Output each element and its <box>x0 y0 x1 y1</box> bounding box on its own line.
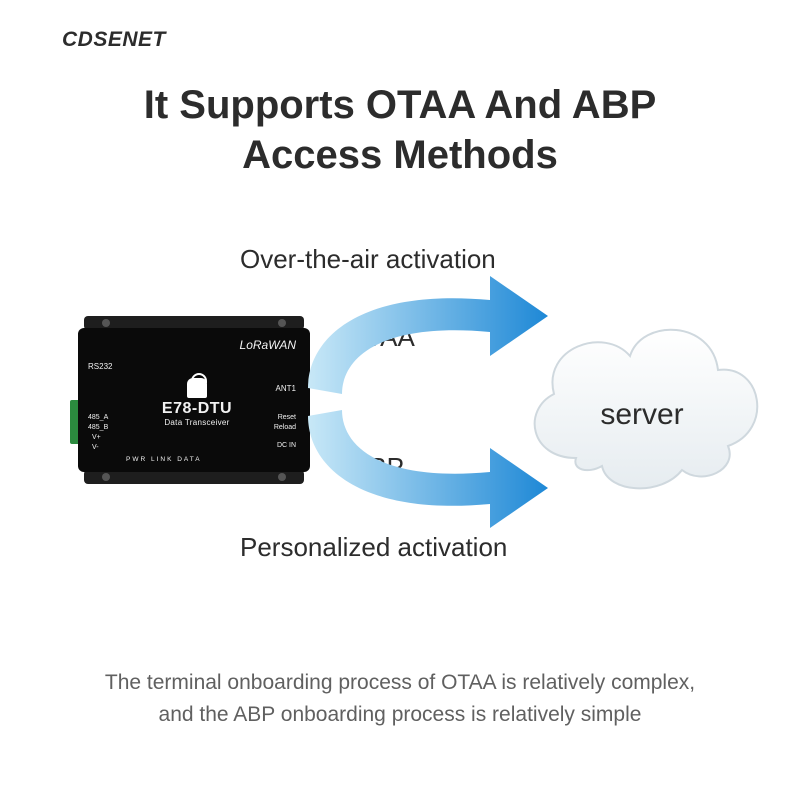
device-reset-label: Reset <box>278 414 296 421</box>
device-flange-bottom <box>84 470 304 484</box>
device-pin-485b: 485_B <box>88 424 108 431</box>
device-subtitle: Data Transceiver <box>142 418 252 427</box>
access-methods-diagram: Over-the-air activation OTAA ABP Persona… <box>0 230 800 590</box>
footer-description: The terminal onboarding process of OTAA … <box>0 667 800 730</box>
footer-line2: and the ABP onboarding process is relati… <box>159 703 642 726</box>
footer-line1: The terminal onboarding process of OTAA … <box>105 671 695 694</box>
device-pin-vplus: V+ <box>92 434 101 441</box>
device-body: LoRaWAN RS232 ANT1 E78-DTU Data Transcei… <box>78 328 310 472</box>
device-model: E78-DTU <box>142 400 252 418</box>
device-dcin-label: DC IN <box>277 442 296 449</box>
headline-line2: Access Methods <box>242 133 558 177</box>
device-icon <box>187 378 207 398</box>
device-led-labels: PWR LINK DATA <box>126 456 202 463</box>
cloud-icon <box>512 290 772 500</box>
device-ant-label: ANT1 <box>276 384 296 393</box>
device-rs232-label: RS232 <box>88 362 112 371</box>
device-module: LoRaWAN RS232 ANT1 E78-DTU Data Transcei… <box>78 316 310 484</box>
brand-logo: CDSENET <box>62 28 166 52</box>
device-pin-485a: 485_A <box>88 414 108 421</box>
headline-line1: It Supports OTAA And ABP <box>144 83 657 127</box>
server-cloud: server <box>512 290 772 500</box>
device-lorawan-label: LoRaWAN <box>240 338 296 352</box>
page-title: It Supports OTAA And ABP Access Methods <box>0 80 800 180</box>
device-center-logo: E78-DTU Data Transceiver <box>142 378 252 427</box>
device-pin-vminus: V- <box>92 444 99 451</box>
device-reload-label: Reload <box>274 424 296 431</box>
cloud-label: server <box>512 398 772 432</box>
